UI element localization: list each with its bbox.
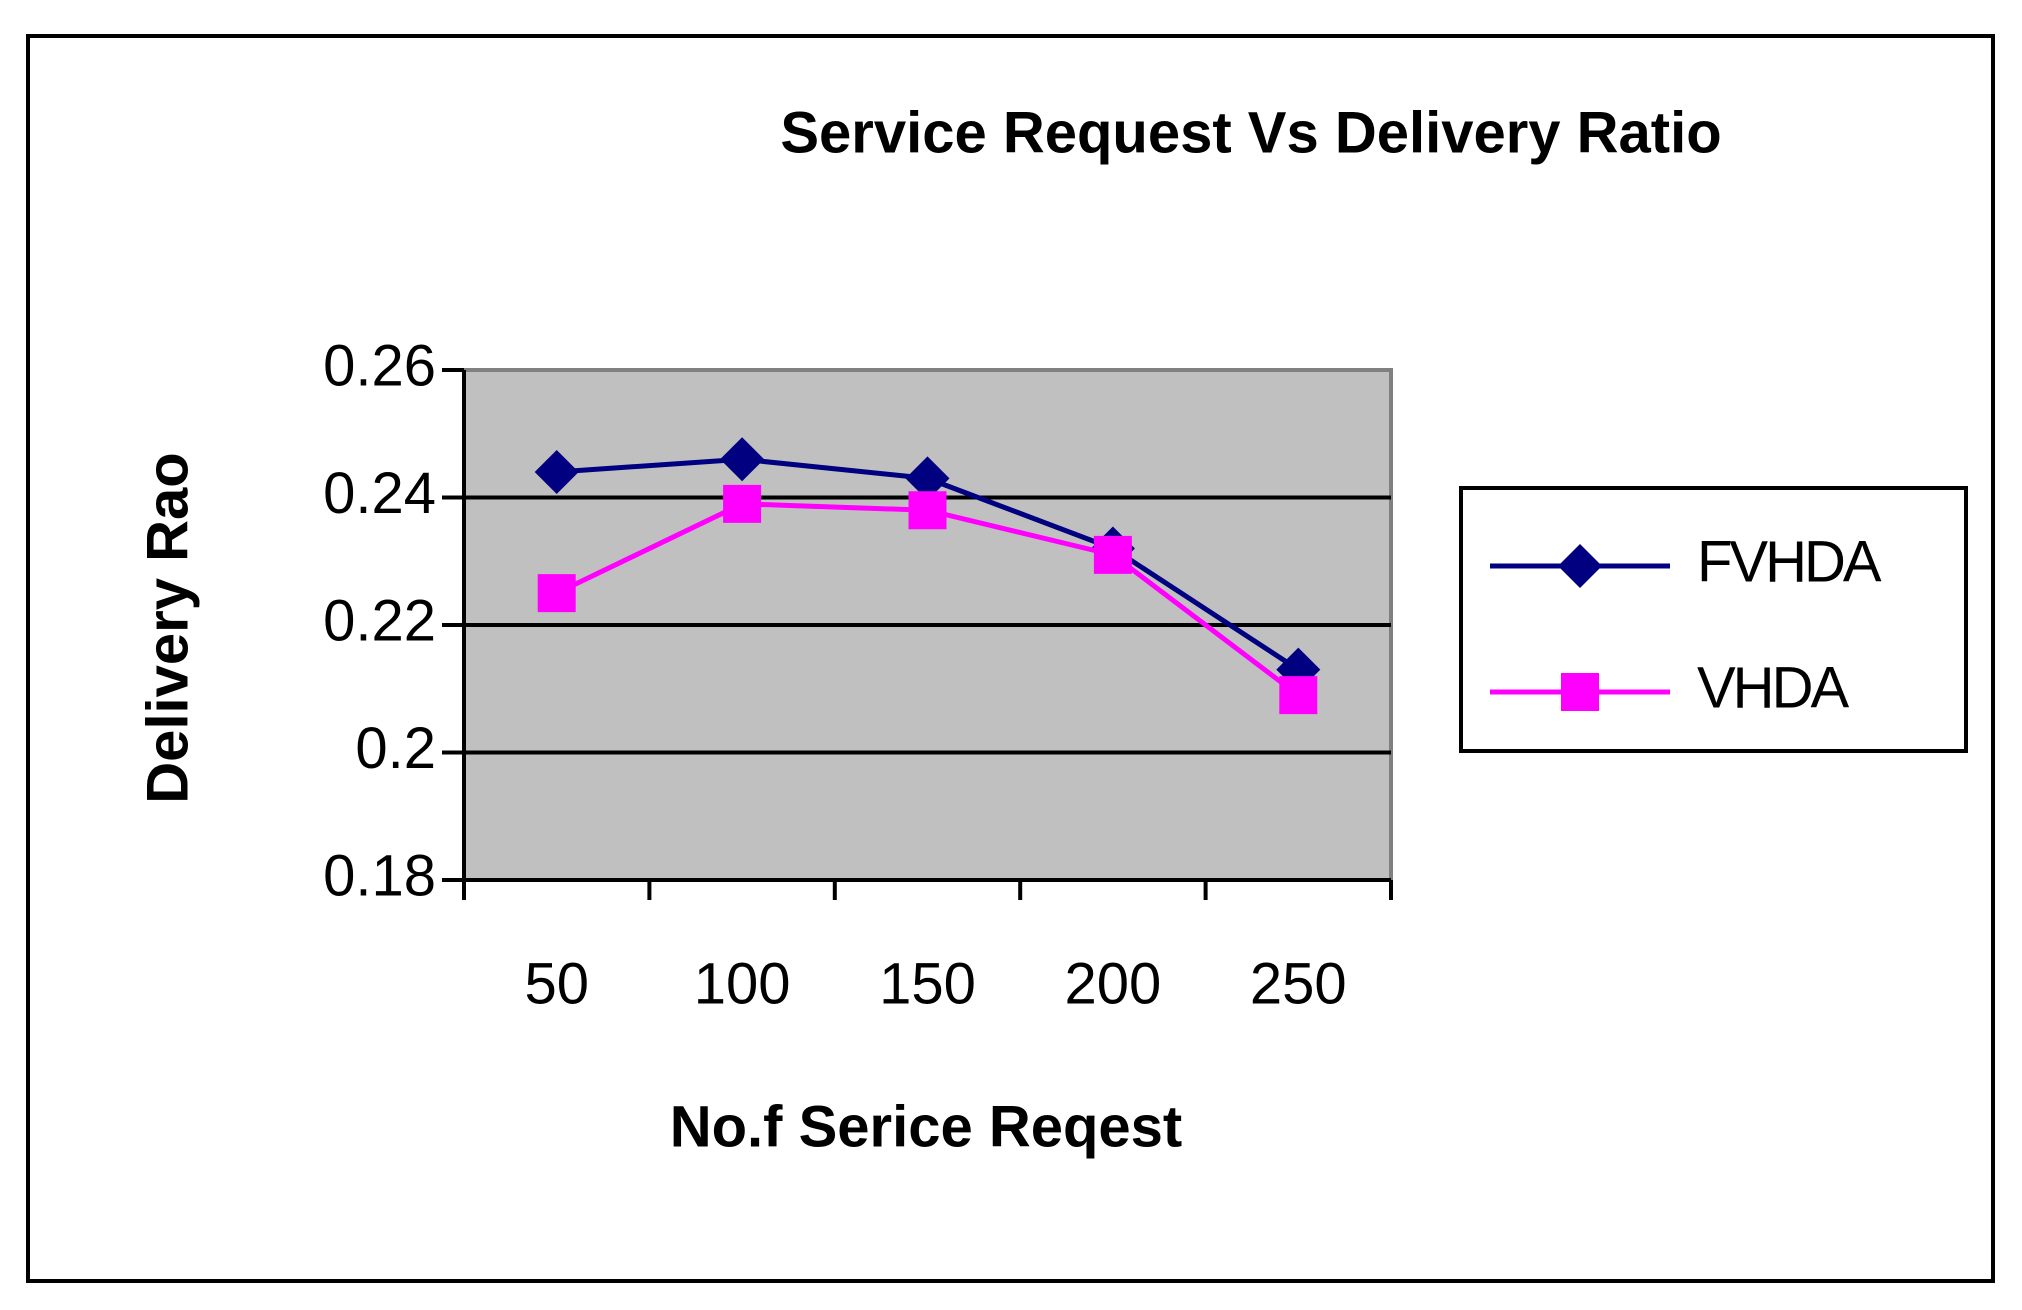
legend-box: [1459, 486, 1968, 753]
y-tick-label: 0.18: [323, 843, 436, 908]
point: [1093, 535, 1132, 574]
point: [905, 456, 950, 501]
y-tick-label: 0.26: [323, 333, 436, 398]
x-tick-label: 250: [1250, 951, 1347, 1016]
point: [908, 491, 947, 530]
x-tick-label: 100: [694, 951, 791, 1016]
point: [534, 450, 579, 494]
y-tick-label: 0.22: [323, 588, 436, 653]
x-tick-label: 50: [524, 951, 589, 1016]
x-tick-label: 150: [879, 951, 976, 1016]
chart-title: Service Request Vs Delivery Ratio: [780, 100, 1721, 165]
y-tick-label: 0.24: [323, 461, 436, 526]
point: [720, 437, 765, 482]
x-tick-label: 200: [1065, 951, 1162, 1016]
y-tick-label: 0.2: [355, 716, 436, 781]
legend-marker: [1558, 544, 1602, 588]
legend-label: VHDA: [1697, 655, 1849, 720]
legend-label: FVHDA: [1697, 529, 1882, 594]
point: [537, 574, 576, 613]
y-axis-label: Delivery Rao: [135, 452, 200, 803]
x-axis-label: No.f Serice Reqest: [670, 1094, 1183, 1159]
point: [723, 484, 762, 523]
legend-marker: [1561, 673, 1599, 711]
point: [1279, 676, 1318, 715]
